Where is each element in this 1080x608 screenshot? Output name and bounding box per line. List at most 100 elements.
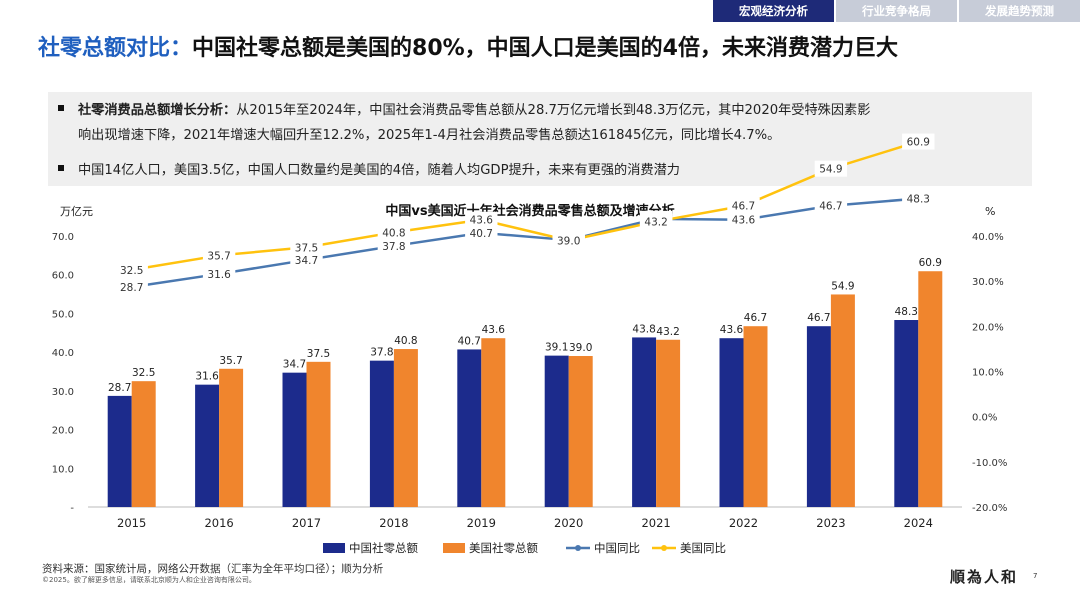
- combo-chart: 中国vs美国近十年社会消费品零售总额及增速分析 万亿元 % - 10.0 20.0 30.0…: [52, 133, 1007, 555]
- legend-us-bar-label: 美国社零总额: [469, 541, 538, 555]
- us-yoy-label: 35.7: [207, 250, 230, 262]
- category-label: 2017: [292, 516, 321, 530]
- left-tick-label: 60.0: [52, 271, 74, 282]
- us-bar-label: 54.9: [831, 280, 854, 292]
- legend-china-bar-swatch: [323, 543, 345, 553]
- us-bar: [306, 361, 331, 507]
- us-yoy-label: 37.5: [295, 242, 318, 254]
- us-yoy-label-bg: [290, 239, 323, 256]
- us-yoy-label: 43.6: [470, 215, 494, 227]
- us-bar-label: 43.2: [656, 326, 679, 338]
- us-yoy-label-bg: [814, 160, 848, 177]
- tab-macro-economy[interactable]: 宏观经济分析: [713, 0, 834, 22]
- legend-us-yoy-label: 美国同比: [680, 541, 726, 555]
- left-tick-label: 10.0: [52, 464, 74, 475]
- legend-china-yoy-marker: [575, 545, 581, 551]
- china-bar-label: 28.7: [108, 382, 131, 394]
- china-yoy-label-bg: [290, 251, 323, 268]
- note-item-growth-line1: 从2015年至2024年，中国社会消费品零售总额从28.7万亿元增长到48.3万…: [236, 103, 871, 118]
- china-bar-label: 43.6: [720, 324, 744, 336]
- us-yoy-label-bg: [902, 133, 935, 150]
- us-bar-label: 40.8: [394, 335, 417, 347]
- china-yoy-label-bg: [814, 197, 848, 214]
- china-bar-label: 48.3: [895, 306, 918, 318]
- left-tick-label: 30.0: [52, 387, 74, 398]
- china-bar-label: 43.8: [632, 323, 655, 335]
- category-label: 2023: [816, 516, 845, 530]
- china-yoy-line: [131, 197, 919, 289]
- china-yoy-label-bg: [727, 211, 760, 228]
- legend-china-bar-label: 中国社零总额: [349, 541, 418, 555]
- category-label: 2022: [729, 516, 758, 530]
- us-bar-label: 39.0: [569, 342, 592, 354]
- china-bar: [894, 320, 919, 507]
- page-title-prefix: 社零总额对比：: [38, 36, 193, 61]
- right-tick-label: 30.0%: [972, 277, 1004, 288]
- china-bar-label: 31.6: [195, 371, 219, 383]
- us-bar-label: 46.7: [744, 312, 767, 324]
- source-note: 资料来源：国家统计局，网络公开数据（汇率为全年平均口径）；顺为分析: [42, 563, 384, 575]
- us-yoy-label: 60.9: [907, 137, 930, 149]
- us-yoy-label-bg: [465, 211, 498, 228]
- us-bar-label: 32.5: [132, 367, 155, 379]
- right-tick-label: 20.0%: [972, 322, 1004, 333]
- china-yoy-label-bg: [465, 224, 498, 241]
- china-yoy-label: 34.7: [295, 255, 318, 267]
- us-yoy-label-bg: [639, 213, 673, 230]
- left-tick-label: 40.0: [52, 348, 74, 359]
- us-bar: [131, 381, 156, 507]
- page-number: 7: [1033, 572, 1038, 580]
- china-yoy-label: 43.6: [732, 215, 756, 227]
- right-tick-label: 0.0%: [972, 413, 997, 424]
- category-label: 2024: [904, 516, 933, 530]
- us-yoy-label-bg: [727, 197, 760, 214]
- bullet-square-icon: [58, 165, 64, 171]
- china-yoy-label: 40.7: [470, 228, 493, 240]
- note-item-growth-label: 社零消费品总额增长分析：: [78, 103, 237, 118]
- us-bar: [219, 368, 244, 507]
- us-yoy-label: 43.2: [644, 217, 667, 229]
- china-bar: [544, 355, 569, 507]
- notes-box: 社零消费品总额增长分析：从2015年至2024年，中国社会消费品零售总额从28.…: [48, 92, 1032, 186]
- us-bar-label: 60.9: [919, 257, 942, 269]
- category-label: 2021: [641, 516, 670, 530]
- category-label: 2019: [467, 516, 496, 530]
- china-bar: [282, 372, 307, 507]
- legend-china-yoy-label: 中国同比: [594, 541, 640, 555]
- china-yoy-label-bg: [902, 190, 935, 207]
- us-bar-label: 43.6: [482, 324, 506, 336]
- china-yoy-label: 46.7: [819, 201, 842, 213]
- china-bar-label: 39.1: [545, 342, 568, 354]
- category-label: 2015: [117, 516, 146, 530]
- us-bar-label: 35.7: [219, 355, 242, 367]
- china-bar: [806, 326, 831, 507]
- china-bar-label: 37.8: [370, 347, 393, 359]
- category-label: 2018: [379, 516, 408, 530]
- china-bar: [457, 349, 482, 507]
- us-bar: [393, 349, 418, 507]
- page-title: 社零总额对比：中国社零总额是美国的80%，中国人口是美国的4倍，未来消费潜力巨大: [38, 30, 898, 62]
- china-bar: [107, 395, 132, 507]
- bullet-square-icon: [58, 105, 64, 111]
- copyright-note: ©2025。欲了解更多信息，请联系北京顺为人和企业咨询有限公司。: [42, 576, 256, 584]
- right-tick-label: -10.0%: [972, 458, 1007, 469]
- china-bar-label: 34.7: [283, 359, 306, 371]
- china-yoy-label: 48.3: [907, 194, 930, 206]
- note-item-population: 中国14亿人口，美国3.5亿，中国人口数量约是美国的4倍，随着人均GDP提升，未…: [58, 158, 680, 183]
- china-bar: [369, 360, 394, 507]
- china-yoy-label: 31.6: [207, 269, 231, 281]
- note-item-growth: 社零消费品总额增长分析：从2015年至2024年，中国社会消费品零售总额从28.…: [58, 98, 870, 148]
- tab-trend-forecast[interactable]: 发展趋势预测: [959, 0, 1080, 22]
- right-tick-label: -20.0%: [972, 503, 1007, 514]
- chart-title: 中国vs美国近十年社会消费品零售总额及增速分析: [385, 203, 674, 219]
- left-tick-label: 50.0: [52, 309, 74, 320]
- right-tick-label: 10.0%: [972, 368, 1004, 379]
- us-yoy-label: 46.7: [732, 201, 755, 213]
- us-yoy-line: [131, 140, 919, 272]
- us-yoy-label-bg: [552, 232, 585, 249]
- china-bar: [195, 384, 220, 507]
- us-bar: [481, 338, 506, 507]
- tab-industry-competition[interactable]: 行业竞争格局: [836, 0, 957, 22]
- us-yoy-label: 39.0: [557, 236, 580, 248]
- us-yoy-label-bg: [377, 224, 411, 241]
